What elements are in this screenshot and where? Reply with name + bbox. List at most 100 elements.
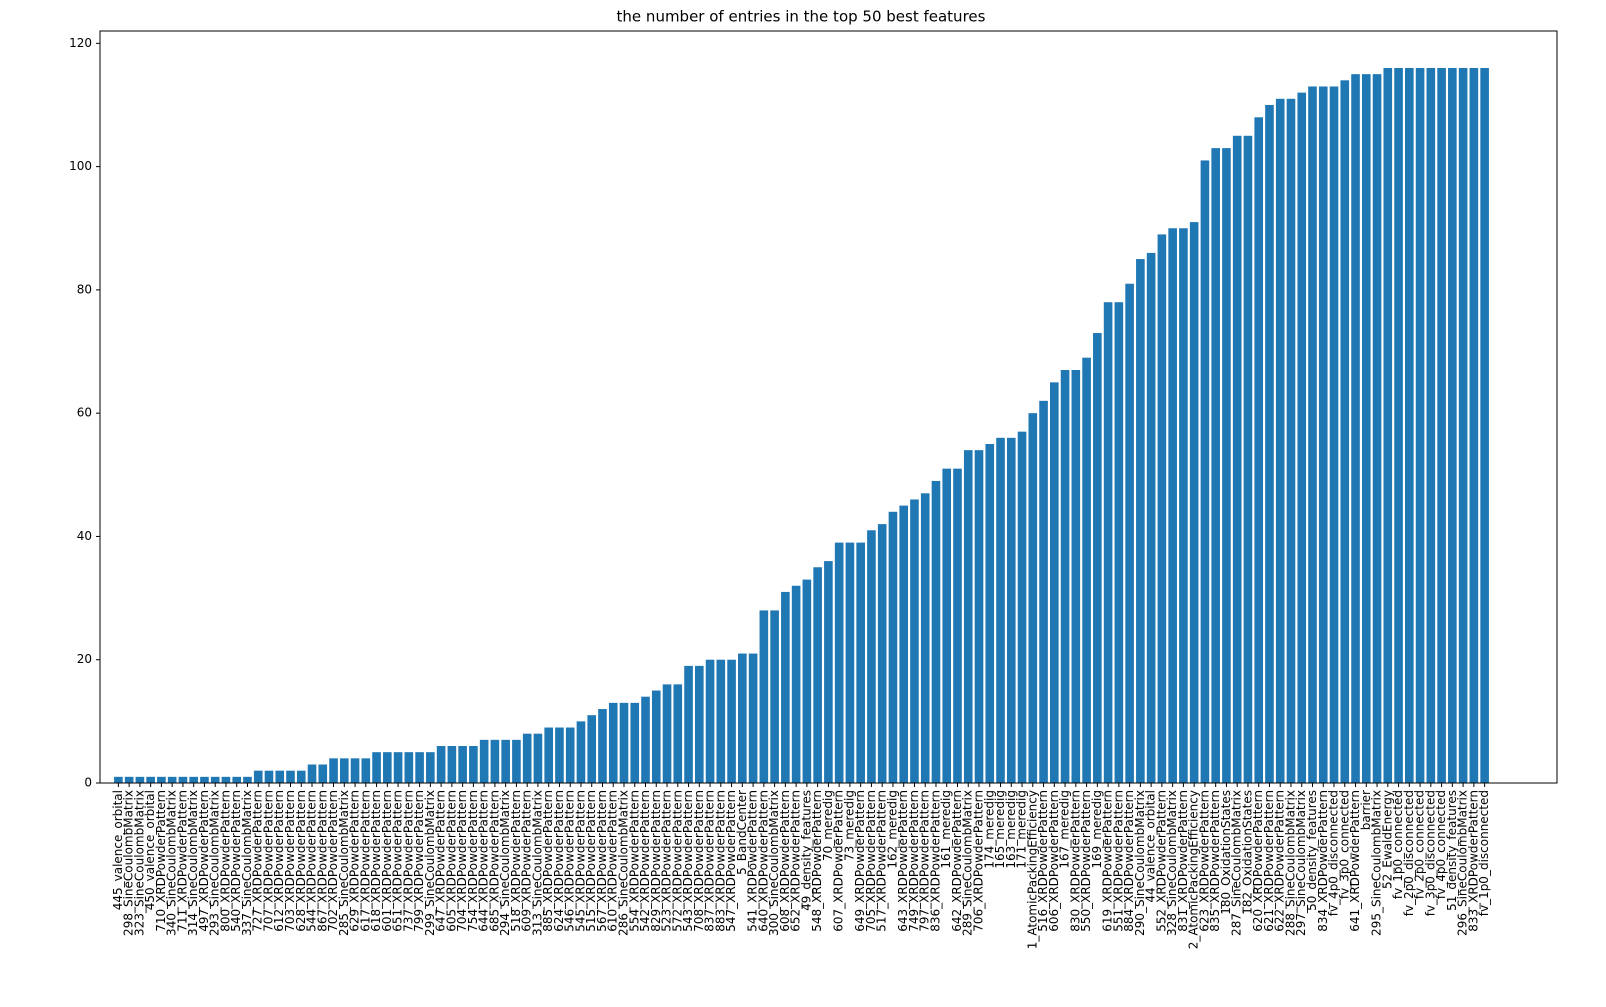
bar — [264, 770, 274, 783]
bar — [1480, 67, 1489, 784]
x-tick-label: 300_SineCoulombMatrix — [767, 790, 781, 936]
bar — [1082, 357, 1091, 783]
bar — [1114, 302, 1124, 783]
bar — [1361, 74, 1371, 784]
bar — [469, 746, 478, 783]
x-tick-label: 313_SineCoulombMatrix — [530, 790, 544, 936]
x-tick-label: 605_XRDPowderPattern — [444, 790, 458, 932]
x-tick-label: 711_XRDPowderPattern — [175, 790, 189, 932]
x-tick-label: fv_1p0_disconnected — [1477, 790, 1491, 916]
bar — [436, 746, 446, 783]
bar — [1050, 382, 1059, 783]
bar — [1329, 86, 1339, 784]
bar — [135, 776, 145, 783]
bar — [1168, 228, 1177, 783]
bar — [1039, 400, 1048, 783]
bar — [587, 715, 597, 783]
bar — [598, 709, 607, 783]
bar — [393, 752, 403, 783]
bar — [1232, 135, 1242, 784]
bar — [963, 450, 973, 783]
bar — [565, 727, 575, 783]
y-tick-label: 60 — [77, 406, 92, 420]
x-tick-label: 836_XRDPowderPattern — [928, 790, 942, 932]
x-tick-label: 727_XRDPowderPattern — [251, 790, 265, 932]
bar — [1179, 228, 1188, 783]
x-tick-label: 518_XRDPowderPattern — [509, 790, 523, 932]
x-tick-label: 299_SineCoulombMatrix — [423, 790, 437, 936]
x-tick-label: 610_XRDPowderPattern — [606, 790, 620, 932]
bar — [608, 702, 618, 783]
bar — [512, 739, 521, 783]
x-tick-label: 705_XRDPowderPattern — [864, 790, 878, 932]
x-tick-label: 621_XRDPowderPattern — [1262, 790, 1276, 932]
bar — [996, 437, 1005, 783]
x-tick-label: 286_SineCoulombMatrix — [616, 790, 630, 936]
x-tick-label: 607_XRDPowderPattern — [832, 790, 846, 932]
x-tick-label: 297_SineCoulombMatrix — [1294, 790, 1308, 936]
bar — [339, 758, 349, 783]
bar — [1028, 413, 1038, 783]
bar — [1006, 437, 1016, 783]
bar — [920, 493, 930, 783]
bar — [157, 776, 166, 783]
x-tick-label: 541_XRDPowderPattern — [746, 790, 760, 932]
bar — [942, 468, 952, 783]
x-tick-label: 567_XRDPowderPattern — [595, 790, 609, 932]
bar — [684, 665, 693, 783]
x-tick-label: 517_XRDPowderPattern — [875, 790, 889, 932]
bar — [447, 746, 457, 783]
bar — [985, 443, 995, 783]
x-tick-label: 542_XRDPowderPattern — [638, 790, 652, 932]
bar — [1469, 67, 1479, 784]
bar — [555, 727, 564, 783]
x-tick-label: 572_XRDPowderPattern — [670, 790, 684, 932]
bar — [318, 764, 328, 783]
bar — [1448, 67, 1457, 784]
bar — [651, 690, 661, 783]
plot-frame — [99, 30, 1558, 784]
bar — [791, 585, 801, 783]
bar — [931, 480, 941, 783]
bar — [867, 530, 876, 783]
x-tick-label: 328_SineCoulombMatrix — [1165, 790, 1179, 936]
x-tick-label: 52_EwaldEnergy — [1380, 790, 1394, 889]
x-tick-label: 647_XRDPowderPattern — [434, 790, 448, 932]
x-tick-label: 885_XRDPowderPattern — [541, 790, 555, 932]
bar — [662, 684, 672, 783]
bar — [544, 727, 553, 783]
x-tick-label: 706_XRDPowderPattern — [972, 790, 986, 932]
bar — [813, 567, 822, 783]
x-tick-label: 617_XRDPowderPattern — [358, 790, 372, 932]
x-tick-label: 685_XRDPowderPattern — [487, 790, 501, 932]
x-tick-label: 51_density_features — [1445, 790, 1459, 911]
bar — [243, 776, 252, 783]
bar — [1157, 234, 1167, 783]
bar — [350, 758, 360, 783]
x-tick-label: 289_SineCoulombMatrix — [961, 790, 975, 936]
x-tick-label: 163_meredig — [1004, 790, 1018, 869]
bar — [673, 684, 683, 783]
x-tick-label: 285_SineCoulombMatrix — [337, 790, 351, 936]
x-tick-label: 552_XRDPowderPattern — [1154, 790, 1168, 932]
x-tick-label: 290_SineCoulombMatrix — [1133, 790, 1147, 936]
x-tick-label: 800_XRDPowderPattern — [218, 790, 232, 932]
bar — [296, 770, 306, 783]
x-tick-label: fv_2p0_connected — [1413, 790, 1427, 899]
bar — [694, 665, 704, 783]
x-tick-label: 548_XRDPowderPattern — [810, 790, 824, 932]
x-tick-label: 651_XRDPowderPattern — [391, 790, 405, 932]
bar — [178, 776, 188, 783]
x-tick-label: 606_XRDPowderPattern — [1047, 790, 1061, 932]
y-tick-label: 0 — [84, 776, 92, 790]
bar — [748, 653, 758, 783]
bar — [781, 591, 790, 783]
bar — [910, 499, 919, 783]
bar — [189, 776, 198, 783]
bar — [426, 752, 435, 783]
bar — [856, 542, 865, 783]
x-tick-label: 523_XRDPowderPattern — [660, 790, 674, 932]
x-tick-label: 162_meredig — [885, 790, 899, 869]
x-tick-label: 314_SineCoulombMatrix — [186, 790, 200, 936]
x-tick-label: 644_XRDPowderPattern — [477, 790, 491, 932]
